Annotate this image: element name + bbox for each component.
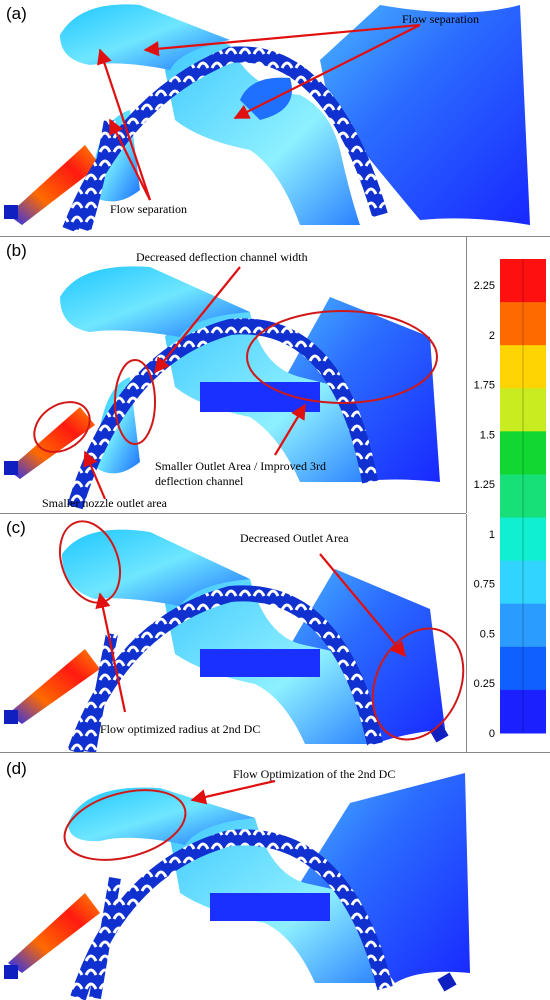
annotation-text: Smaller Outlet Area / Improved 3rd defle… bbox=[155, 459, 326, 488]
panel-label: (c) bbox=[6, 518, 26, 537]
colorbar-swatch bbox=[500, 517, 546, 562]
highlight-ellipse bbox=[63, 789, 187, 861]
colorbar: 2.25 2 1.75 1.5 1.25 1 0.75 0.5 0.25 0 bbox=[466, 237, 550, 753]
colorbar-tick-label: 0.75 bbox=[474, 579, 495, 591]
colorbar-swatch bbox=[500, 388, 546, 432]
outlet-sector bbox=[300, 773, 470, 983]
colorbar-tick-label: 1 bbox=[489, 529, 495, 541]
colorbar-swatch bbox=[500, 345, 546, 389]
outlet-channel bbox=[200, 649, 320, 677]
panel-a: (a) Flow separation Flow separation bbox=[0, 0, 550, 236]
annotation-text: Smaller nozzle outlet area bbox=[42, 496, 167, 510]
colorbar-tick-label: 2.25 bbox=[474, 280, 495, 292]
annotation-text: Decreased deflection channel width bbox=[136, 250, 308, 264]
annotation-text: Decreased Outlet Area bbox=[240, 531, 349, 545]
annotation-arrow bbox=[95, 592, 127, 713]
annotation-arrow bbox=[143, 23, 421, 57]
colorbar-tick-label: 1.5 bbox=[480, 429, 495, 441]
panel-d: (d) Flow Optimization of the 2nd DC bbox=[0, 753, 550, 1000]
nozzle-inlet bbox=[4, 461, 18, 475]
panel-c: (c) Decreased Outlet Area Flow optimized… bbox=[0, 514, 467, 752]
colorbar-tick-label: 0 bbox=[489, 728, 495, 740]
colorbar-swatch bbox=[500, 474, 546, 519]
colorbar-tick-label: 1.75 bbox=[474, 380, 495, 392]
outlet-sector bbox=[285, 569, 445, 744]
annotation-arrow bbox=[154, 266, 241, 374]
deflection-channel-3 bbox=[165, 40, 360, 225]
highlight-ellipse bbox=[371, 627, 465, 741]
annotation-text: Flow separation bbox=[110, 202, 187, 216]
colorbar-tick-label: 2 bbox=[489, 330, 495, 342]
outlet-port bbox=[437, 972, 457, 992]
colorbar-swatch bbox=[500, 689, 546, 734]
nozzle bbox=[8, 145, 100, 225]
divider bbox=[0, 236, 550, 237]
annotation-text: Flow Optimization of the 2nd DC bbox=[233, 767, 396, 781]
deflection-channel-2 bbox=[62, 529, 250, 606]
colorbar-swatch bbox=[500, 302, 546, 346]
nozzle-inlet bbox=[4, 965, 18, 979]
colorbar-tick-label: 1.25 bbox=[474, 479, 495, 491]
flow-contour-b bbox=[4, 266, 440, 510]
panel-label: (d) bbox=[6, 759, 27, 778]
rotor-blade-row bbox=[79, 119, 116, 232]
annotation-arrow bbox=[274, 403, 306, 456]
rotor-blade-row bbox=[67, 585, 383, 752]
annotation-text: Flow optimized radius at 2nd DC bbox=[100, 722, 261, 736]
colorbar-swatch bbox=[500, 646, 546, 691]
divider bbox=[0, 752, 550, 753]
flow-contour-c bbox=[4, 520, 465, 752]
annotation-arrow bbox=[233, 24, 421, 119]
nozzle bbox=[8, 407, 95, 479]
rotor-blade-row bbox=[89, 877, 121, 999]
colorbar-swatch bbox=[500, 431, 546, 475]
flow-contour-d bbox=[4, 773, 470, 1000]
panel-b: (b) Decreased deflection channel width S… bbox=[0, 237, 467, 513]
colorbar-swatch bbox=[500, 259, 546, 303]
outlet-channel bbox=[200, 382, 320, 412]
divider bbox=[0, 513, 466, 514]
outlet-sector bbox=[280, 297, 440, 482]
panel-label: (b) bbox=[6, 241, 27, 260]
colorbar-swatch bbox=[500, 560, 546, 605]
colorbar-swatch bbox=[500, 603, 546, 648]
outlet-channel bbox=[210, 893, 330, 921]
annotation-arrow bbox=[83, 450, 107, 500]
annotation-arrow bbox=[109, 118, 151, 201]
panel-label: (a) bbox=[6, 4, 27, 23]
colorbar-tick-label: 0.25 bbox=[474, 678, 495, 690]
flow-contour-a bbox=[4, 4, 530, 233]
annotation-arrow bbox=[97, 48, 152, 201]
nozzle bbox=[8, 649, 100, 724]
deflection-channel-2 bbox=[68, 787, 255, 845]
annotation-arrow bbox=[190, 779, 276, 805]
rotor-blade-row bbox=[84, 632, 118, 752]
nozzle-inlet bbox=[4, 710, 18, 724]
highlight-ellipse bbox=[114, 359, 156, 445]
annotation-arrow bbox=[319, 553, 406, 658]
colorbar-scale: 2.25 2 1.75 1.5 1.25 1 0.75 0.5 0.25 0 bbox=[474, 259, 546, 740]
nozzle-inlet bbox=[4, 205, 18, 219]
colorbar-tick-label: 0.5 bbox=[480, 628, 495, 640]
nozzle bbox=[8, 893, 100, 973]
deflection-channel-2 bbox=[60, 266, 250, 337]
highlight-ellipse bbox=[246, 310, 438, 404]
highlight-ellipse bbox=[33, 401, 91, 453]
annotation-text: Flow separation bbox=[402, 12, 479, 26]
rotor-blade-row bbox=[67, 318, 378, 510]
outlet-sector bbox=[320, 5, 530, 225]
